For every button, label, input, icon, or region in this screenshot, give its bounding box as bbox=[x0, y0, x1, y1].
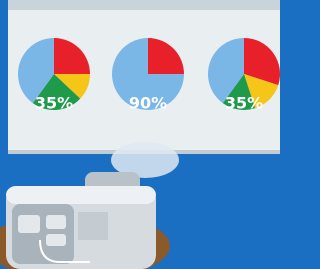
pie-charts: 35% 90% 35% bbox=[18, 38, 280, 113]
projector-port bbox=[46, 234, 66, 246]
page: {"chart_data": [ {"type": "pie", "values… bbox=[0, 0, 280, 269]
pie-label: 35% bbox=[225, 94, 263, 113]
projector-port bbox=[46, 215, 66, 229]
pie-label: 35% bbox=[35, 94, 73, 113]
projector-grille bbox=[78, 212, 108, 240]
scene: 35% 90% 35% bbox=[0, 0, 280, 269]
pie-label: 90% bbox=[129, 94, 167, 113]
screen-top-bar bbox=[8, 0, 280, 10]
projector-button bbox=[18, 215, 40, 233]
projector-top bbox=[6, 186, 156, 204]
